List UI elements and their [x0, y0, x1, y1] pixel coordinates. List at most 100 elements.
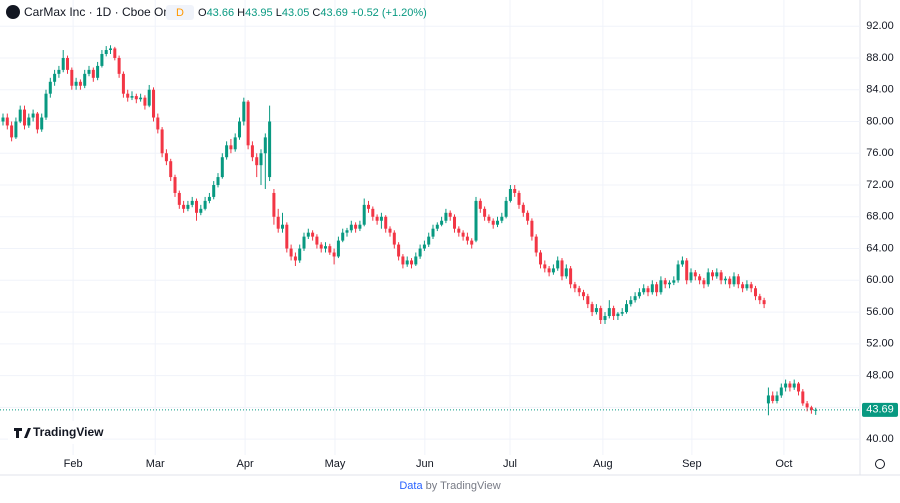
- symbol-logo: [6, 5, 20, 19]
- candle-body: [40, 117, 44, 130]
- candle-body: [281, 224, 285, 229]
- candle-body: [306, 232, 310, 237]
- candle-body: [272, 192, 276, 217]
- candle-body: [534, 236, 538, 253]
- candle-body: [195, 200, 199, 213]
- candle-body: [375, 216, 379, 221]
- candle-body: [646, 288, 650, 293]
- candle-body: [517, 192, 521, 205]
- candle-body: [263, 137, 267, 154]
- candle-body: [719, 272, 723, 281]
- candle-body: [659, 280, 663, 293]
- value: 43.66: [207, 7, 235, 19]
- candle-body: [238, 121, 242, 138]
- candle-body: [478, 200, 482, 209]
- candle-body: [371, 208, 375, 217]
- candle-body: [83, 73, 87, 86]
- candle-body: [27, 117, 31, 126]
- candle-body: [732, 276, 736, 285]
- x-tick-label: Apr: [237, 458, 254, 470]
- candle-body: [182, 204, 186, 209]
- last-price-box: [862, 402, 898, 417]
- candle-body: [143, 97, 147, 106]
- candle-body: [590, 304, 594, 313]
- candle-body: [633, 296, 637, 301]
- candle-body: [693, 272, 697, 277]
- candle-body: [766, 395, 770, 404]
- candle-body: [91, 69, 95, 78]
- candle-body: [10, 125, 14, 138]
- candle-body: [465, 236, 469, 241]
- candle-body: [173, 177, 177, 193]
- footer-link[interactable]: Data: [399, 480, 423, 492]
- candle-body: [496, 220, 500, 225]
- candle-body: [723, 278, 727, 281]
- candle-body: [569, 268, 573, 285]
- candle-body: [57, 69, 61, 74]
- candle-body: [500, 216, 504, 221]
- candle-body: [229, 145, 233, 150]
- y-tick-label: 40.00: [866, 433, 894, 445]
- y-tick-label: 52.00: [866, 338, 894, 350]
- candle-body: [332, 252, 336, 257]
- candle-body: [160, 129, 164, 154]
- candle-body: [233, 137, 237, 150]
- candle-body: [599, 308, 603, 321]
- label: L: [276, 7, 282, 19]
- candle-body: [276, 216, 280, 229]
- value: 43.95: [245, 7, 273, 19]
- candle-body: [293, 256, 297, 261]
- candle-body: [362, 204, 366, 225]
- candle-body: [100, 53, 104, 66]
- candle-body: [410, 260, 414, 265]
- candle-body: [698, 276, 702, 281]
- candle-body: [349, 224, 353, 231]
- candle-body: [207, 196, 211, 201]
- candle-body: [186, 204, 190, 209]
- candle-body: [797, 383, 801, 392]
- x-tick-label: Feb: [64, 458, 83, 470]
- candle-body: [18, 109, 22, 122]
- ohlc-legend: O43.66 H43.95 L43.05 C43.69 +0.52 (+1.20…: [198, 7, 427, 19]
- candle-body: [78, 81, 82, 86]
- y-tick-label: 80.00: [866, 115, 894, 127]
- candle-body: [431, 228, 435, 237]
- candle-body: [440, 220, 444, 225]
- candle-body: [139, 97, 143, 100]
- candle-body: [586, 296, 590, 305]
- candle-body: [551, 268, 555, 273]
- candle-body: [177, 192, 181, 205]
- candle-body: [113, 48, 117, 58]
- candle-body: [117, 57, 121, 74]
- candle-body: [612, 308, 616, 317]
- candle-body: [358, 224, 362, 229]
- candle-body: [814, 409, 818, 411]
- candle-body: [672, 280, 676, 283]
- candle-body: [758, 296, 762, 301]
- candle-body: [212, 185, 216, 197]
- candle-body: [311, 232, 315, 237]
- settings-icon[interactable]: [875, 459, 885, 469]
- candle-body: [44, 93, 48, 118]
- candle-body: [367, 204, 371, 209]
- logo-icon: [14, 428, 31, 438]
- candle-body: [547, 268, 551, 273]
- candle-body: [302, 236, 306, 249]
- candle-body: [444, 212, 448, 221]
- candle-body: [508, 188, 512, 201]
- x-tick-label: Mar: [146, 458, 165, 470]
- x-tick-label: Jul: [503, 458, 517, 470]
- candle-body: [711, 272, 715, 277]
- candle-body: [61, 57, 65, 70]
- candle-body: [741, 284, 745, 289]
- candle-body: [676, 264, 680, 281]
- y-tick-label: 72.00: [866, 179, 894, 191]
- candle-body: [706, 272, 710, 285]
- y-tick-label: 92.00: [866, 20, 894, 32]
- y-tick-label: 76.00: [866, 147, 894, 159]
- candle-body: [242, 101, 246, 122]
- y-tick-label: 84.00: [866, 84, 894, 96]
- candle-body: [792, 383, 796, 388]
- candle-body: [87, 69, 91, 74]
- candle-body: [388, 228, 392, 233]
